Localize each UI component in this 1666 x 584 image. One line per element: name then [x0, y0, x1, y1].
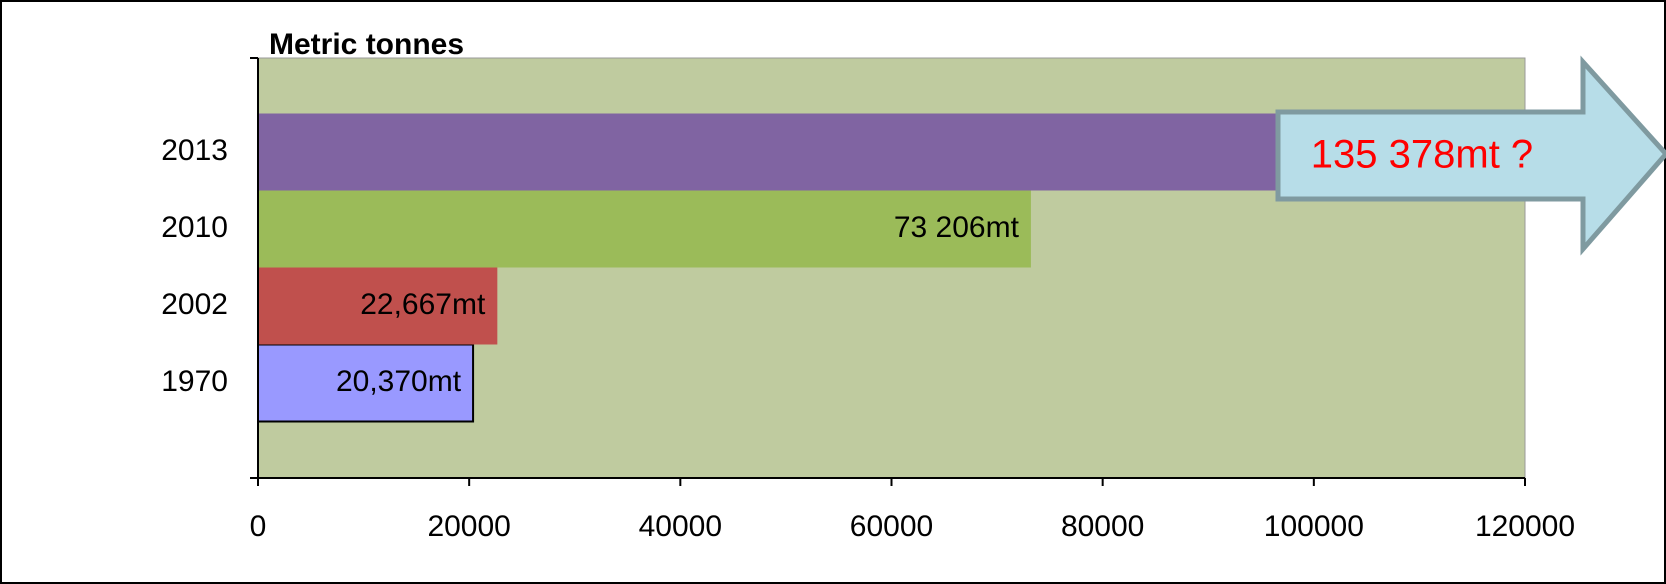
data-label: 73 206mt — [894, 211, 1020, 244]
x-tick-label: 80000 — [1061, 510, 1144, 543]
y-tick-label: 2002 — [161, 288, 228, 321]
x-tick-label: 60000 — [850, 510, 933, 543]
bar — [258, 343, 475, 423]
data-label: 20,370mt — [336, 365, 462, 398]
x-tick-label: 100000 — [1264, 510, 1364, 543]
data-label: 135 378mt ? — [1311, 133, 1533, 177]
arrow — [1275, 55, 1666, 256]
x-tick-label: 0 — [250, 510, 267, 543]
bar — [258, 190, 1031, 268]
y-tick-label: 2010 — [161, 211, 228, 244]
data-label: 22,667mt — [360, 288, 486, 321]
y-tick-label: 1970 — [161, 365, 228, 398]
x-tick-label: 120000 — [1475, 510, 1575, 543]
x-tick-label: 20000 — [427, 510, 510, 543]
axis-title: Metric tonnes — [269, 28, 464, 61]
bar — [258, 267, 498, 345]
y-tick-label: 2013 — [161, 134, 228, 167]
x-tick-label: 40000 — [639, 510, 722, 543]
